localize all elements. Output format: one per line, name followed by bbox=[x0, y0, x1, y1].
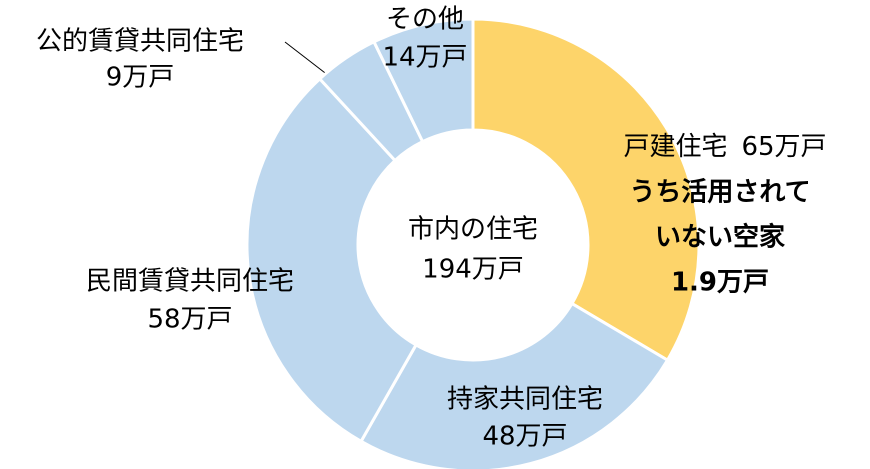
value-label: 48万戸 bbox=[482, 422, 567, 452]
category-label: 戸建住宅 bbox=[623, 132, 727, 162]
value-label: 9万戸 bbox=[106, 63, 175, 93]
donut-slice bbox=[471, 17, 701, 363]
value-label: 58万戸 bbox=[147, 305, 232, 335]
annotation: 1.9万戸 bbox=[671, 268, 769, 298]
center-text: 194万戸 bbox=[422, 255, 524, 285]
annotation: いない空家 bbox=[655, 222, 785, 253]
donut-slice bbox=[359, 301, 670, 469]
annotation: うち活用されて bbox=[629, 178, 810, 208]
center-text: 市内の住宅 bbox=[408, 215, 538, 245]
slice-label: 戸建住宅 65万戸 bbox=[623, 132, 826, 162]
category-label: 持家共同住宅 bbox=[447, 385, 603, 415]
category-label: その他 bbox=[386, 5, 464, 35]
category-label: 公的賃貸共同住宅 bbox=[36, 27, 244, 57]
donut-slice bbox=[371, 17, 475, 144]
category-label: 民間賃貸共同住宅 bbox=[86, 267, 294, 297]
value-label: 14万戸 bbox=[382, 43, 467, 73]
donut-slice bbox=[245, 76, 419, 444]
value-label: 65万戸 bbox=[741, 132, 826, 162]
